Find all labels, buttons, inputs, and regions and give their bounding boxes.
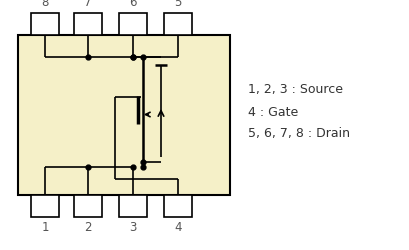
Text: 1: 1 — [41, 221, 49, 234]
Bar — [31, 13, 59, 35]
Text: 2: 2 — [84, 221, 92, 234]
Text: 5: 5 — [174, 0, 181, 9]
Bar — [119, 13, 147, 35]
Bar — [119, 195, 147, 217]
Text: 5, 6, 7, 8 : Drain: 5, 6, 7, 8 : Drain — [247, 128, 349, 140]
Text: 4 : Gate: 4 : Gate — [247, 106, 297, 118]
Bar — [164, 195, 191, 217]
Bar — [164, 13, 191, 35]
Text: 3: 3 — [129, 221, 136, 234]
Text: 1, 2, 3 : Source: 1, 2, 3 : Source — [247, 84, 342, 96]
Bar — [74, 195, 102, 217]
Text: 7: 7 — [84, 0, 92, 9]
Text: 6: 6 — [129, 0, 137, 9]
Text: 4: 4 — [174, 221, 181, 234]
Bar — [18, 35, 229, 195]
Bar — [74, 13, 102, 35]
Bar — [31, 195, 59, 217]
Text: 8: 8 — [41, 0, 49, 9]
